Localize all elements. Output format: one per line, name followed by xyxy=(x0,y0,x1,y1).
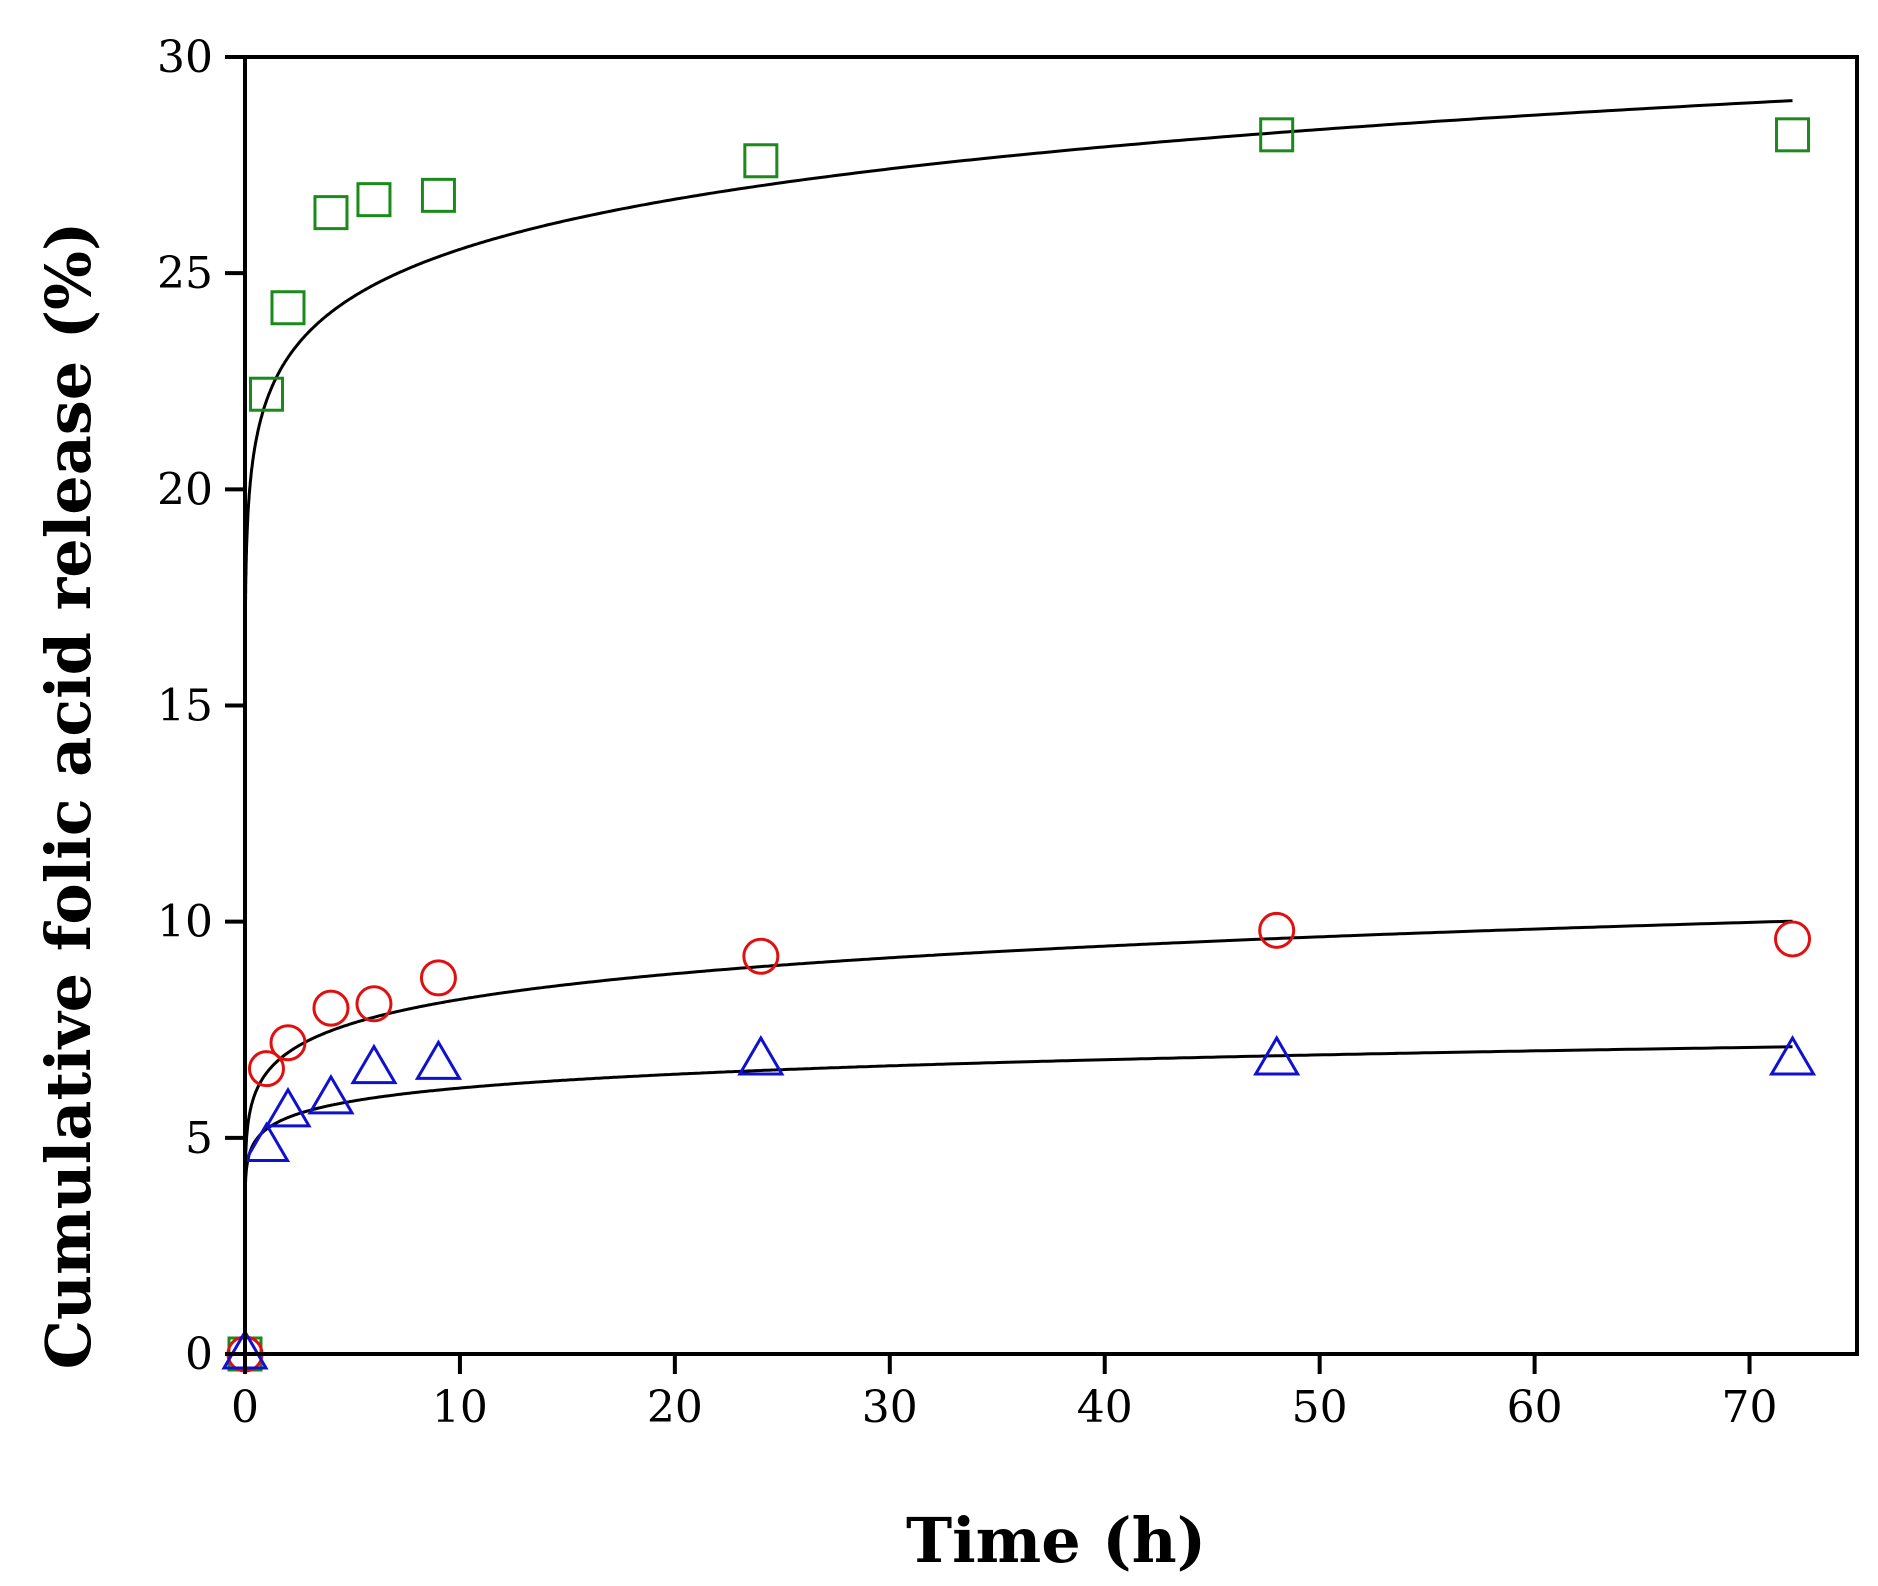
circle-point xyxy=(419,959,457,997)
circle-point xyxy=(247,1050,285,1088)
data-markers xyxy=(221,117,1817,1373)
triangle-point xyxy=(1253,1035,1301,1076)
triangle-point xyxy=(242,1121,291,1162)
circle-point xyxy=(1258,911,1296,949)
square-point xyxy=(1259,117,1295,153)
circle-point xyxy=(355,985,393,1023)
square-point xyxy=(1775,117,1811,153)
x-tick-label: 70 xyxy=(1722,1382,1778,1433)
fit-curve-circles xyxy=(243,919,1793,1354)
y-tick-label: 30 xyxy=(157,32,213,83)
x-tick-label: 30 xyxy=(862,1382,918,1433)
square-point xyxy=(420,177,456,213)
y-tick-label: 15 xyxy=(157,681,213,732)
fit-curve-squares xyxy=(243,99,1793,1354)
x-tick-label: 40 xyxy=(1077,1382,1133,1433)
y-tick-label: 25 xyxy=(157,248,213,299)
y-tick-label: 20 xyxy=(157,464,213,515)
triangle-point xyxy=(737,1035,785,1076)
x-tick-label: 10 xyxy=(432,1382,488,1433)
y-tick-label: 5 xyxy=(185,1113,213,1164)
y-tick-label: 0 xyxy=(185,1329,213,1380)
triangle-point xyxy=(264,1086,312,1128)
x-tick-label: 20 xyxy=(647,1382,703,1433)
square-point xyxy=(270,290,306,326)
square-point xyxy=(743,143,779,179)
x-tick-label: 0 xyxy=(231,1382,259,1433)
circle-point xyxy=(1774,920,1812,958)
triangle-point xyxy=(414,1039,463,1080)
fit-curves xyxy=(243,99,1793,1354)
triangle-point xyxy=(1768,1035,1817,1076)
circle-point xyxy=(742,937,780,975)
square-point xyxy=(248,376,284,412)
x-axis-title: Time (h) xyxy=(906,1504,1206,1577)
square-point xyxy=(313,195,349,231)
circle-point xyxy=(269,1024,307,1062)
circle-point xyxy=(312,989,350,1027)
y-axis-title: Cumulative folic acid release (%) xyxy=(32,222,105,1370)
x-tick-label: 50 xyxy=(1292,1382,1348,1433)
triangle-point xyxy=(307,1073,355,1115)
triangle-point xyxy=(350,1043,398,1085)
square-point xyxy=(356,182,392,218)
plot-frame xyxy=(243,55,1859,1356)
x-tick-label: 60 xyxy=(1507,1382,1563,1433)
fit-curve-triangles xyxy=(243,1045,1793,1354)
axis-ticks: 0 5 10 15 20 25 30 0 10 20 30 40 50 60 70 xyxy=(157,32,1778,1433)
y-tick-label: 10 xyxy=(157,897,213,948)
